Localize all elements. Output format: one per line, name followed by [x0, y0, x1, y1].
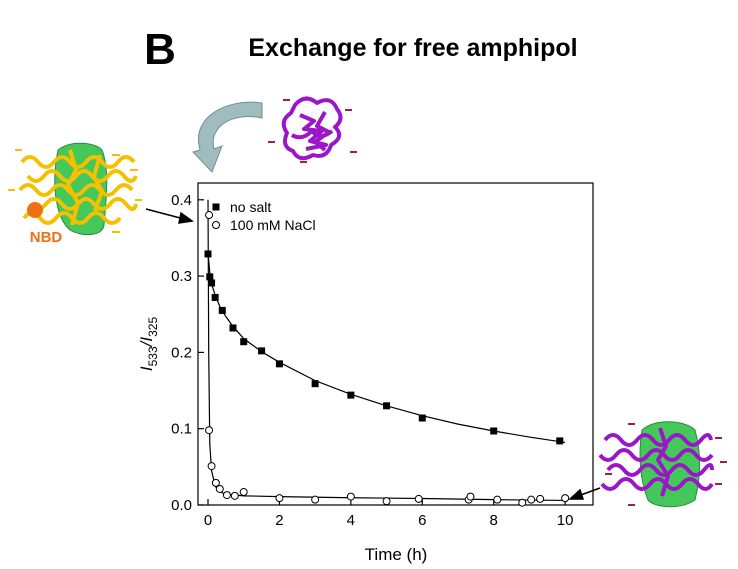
legend-marker — [212, 221, 220, 229]
nbd-label: NBD — [30, 229, 63, 246]
x-tick-label: 6 — [418, 512, 426, 529]
legend-marker — [212, 203, 220, 211]
pointer-arrows — [145, 208, 601, 500]
y-label-part: /I — [137, 337, 156, 348]
legend-label: 100 mM NaCl — [230, 217, 316, 233]
illustration-right — [598, 421, 727, 508]
x-tick-label: 4 — [347, 512, 355, 529]
y-tick-label: 0.0 — [171, 497, 192, 514]
data-point — [205, 211, 214, 220]
data-point — [229, 324, 237, 332]
data-point — [207, 462, 216, 471]
y-label-part: 325 — [146, 317, 160, 337]
y-axis-label: I533/I325 — [137, 317, 160, 372]
plot-frame — [197, 182, 594, 506]
data-point — [561, 494, 570, 503]
data-point — [383, 402, 391, 410]
data-point — [258, 347, 266, 355]
x-tick-label: 2 — [275, 512, 283, 529]
data-point — [311, 380, 319, 388]
data-point — [218, 306, 226, 314]
x-axis-label: Time (h) — [365, 545, 428, 564]
fit-line — [207, 253, 566, 444]
data-point — [536, 494, 545, 503]
data-point — [211, 478, 220, 487]
data-point — [490, 427, 498, 435]
panel-label: B — [144, 25, 176, 74]
y-label-part: I — [137, 366, 156, 371]
data-point — [275, 494, 284, 503]
data-point — [518, 498, 527, 507]
data-point — [346, 492, 355, 501]
data-point — [311, 495, 320, 504]
illustration-top — [192, 96, 357, 173]
x-tick-label: 10 — [557, 512, 574, 529]
x-tick-label: 0 — [204, 512, 212, 529]
data-point — [239, 488, 248, 497]
y-tick-label: 0.2 — [171, 344, 192, 361]
data-point — [275, 360, 283, 368]
data-point — [206, 273, 214, 281]
data-point — [556, 437, 564, 445]
y-tick-label: 0.1 — [171, 421, 192, 438]
data-point — [414, 494, 423, 503]
legend-label: no salt — [230, 199, 271, 215]
data-point — [230, 491, 239, 500]
data-point — [382, 497, 391, 506]
y-tick-label: 0.4 — [171, 192, 192, 209]
data-point — [215, 484, 224, 493]
data-point — [418, 414, 426, 422]
data-point — [208, 279, 216, 287]
x-tick-label: 8 — [490, 512, 498, 529]
data-point — [222, 491, 231, 500]
data-point — [211, 293, 219, 301]
data-point — [240, 338, 248, 346]
y-tick-label: 0.3 — [171, 268, 192, 285]
illustration-left — [8, 142, 142, 236]
data-point — [527, 495, 536, 504]
y-label-part: 533 — [146, 346, 160, 366]
data-point — [205, 426, 214, 435]
data-point — [347, 391, 355, 399]
data-point — [466, 492, 475, 501]
data-point — [493, 495, 502, 504]
chart-title: Exchange for free amphipol — [248, 34, 577, 62]
